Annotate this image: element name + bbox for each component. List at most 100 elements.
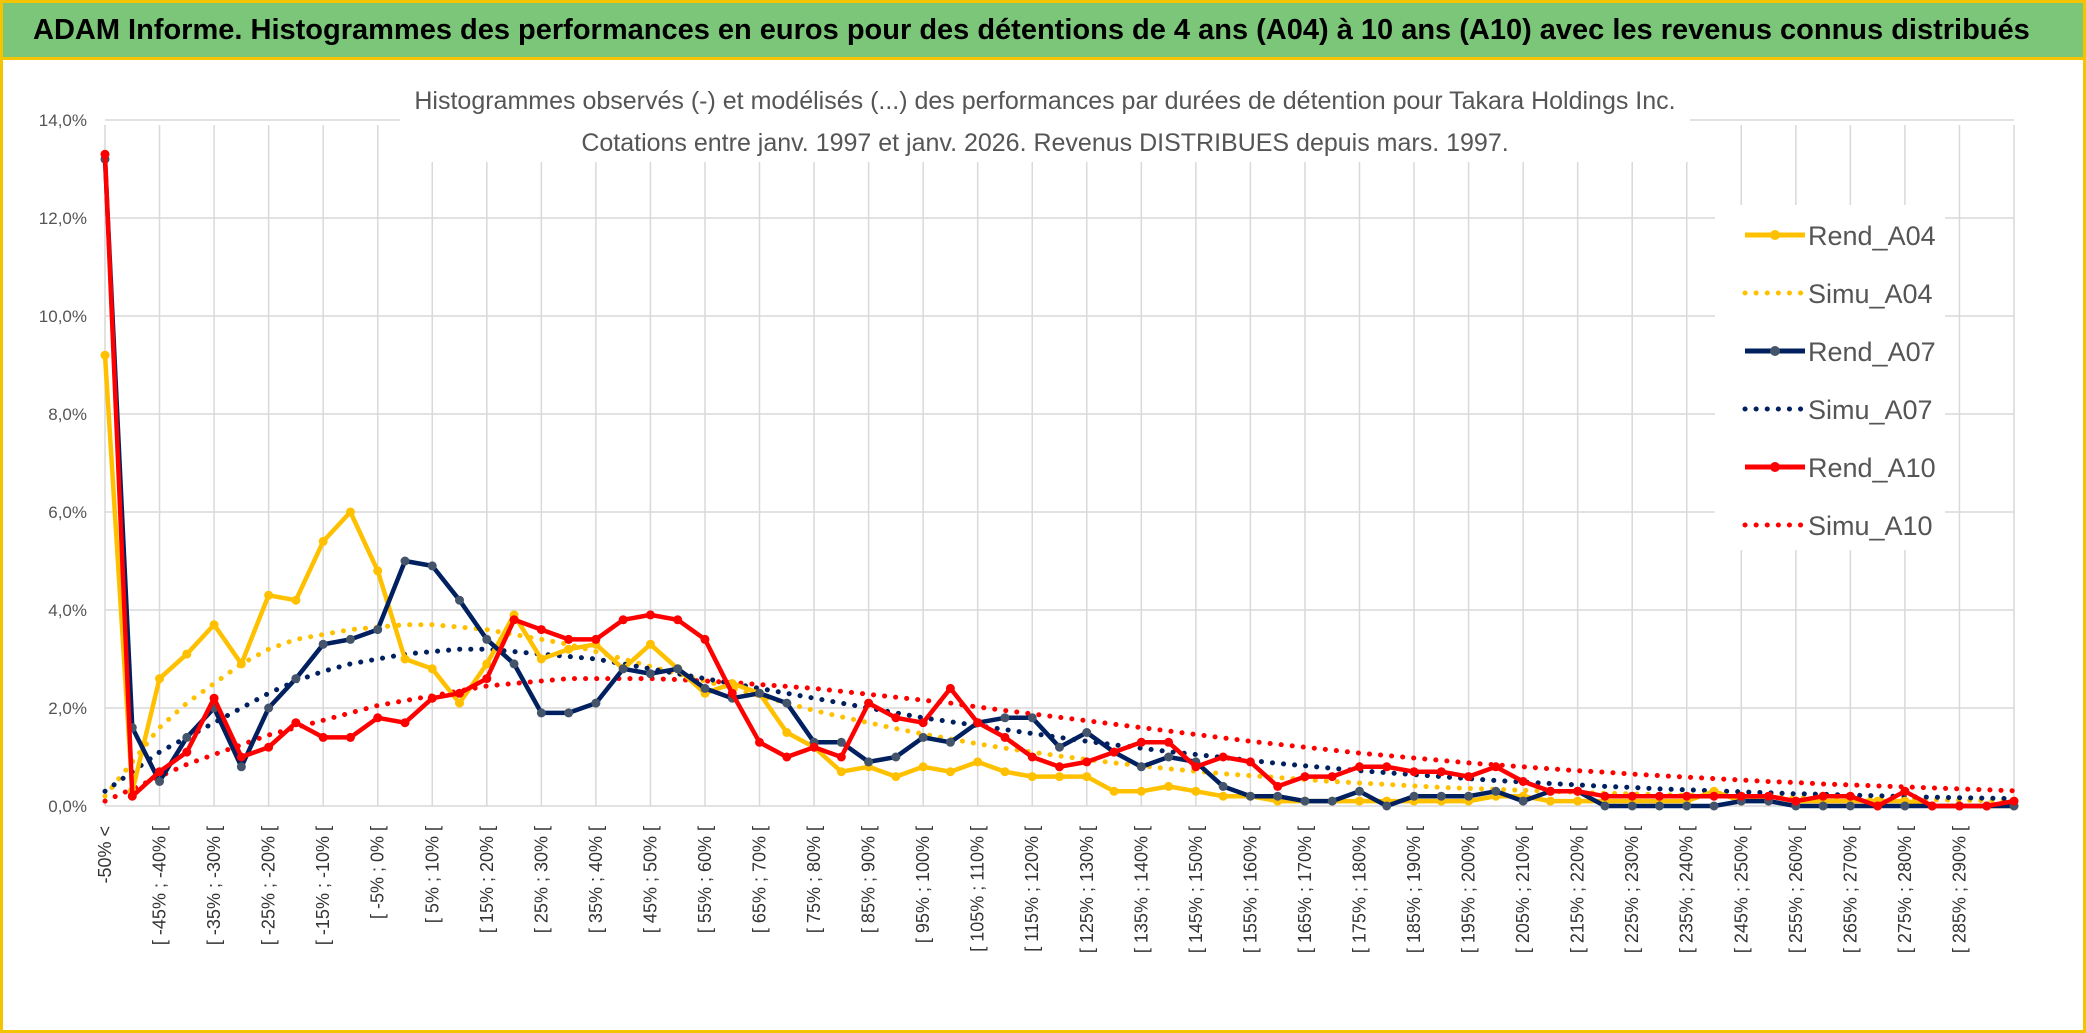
data-point-Rend_A10 xyxy=(1736,791,1746,801)
data-point-Rend_A07 xyxy=(1464,791,1474,801)
data-point-Rend_A07 xyxy=(1027,713,1037,723)
y-axis-ticks: 0,0% 2,0% 4,0% 6,0% 8,0% 10,0% 12,0% 14,0% xyxy=(39,111,87,816)
data-point-Rend_A07 xyxy=(1382,801,1392,811)
data-point-Rend_A07 xyxy=(1682,801,1692,811)
chart-legend: Rend_A04 Simu_A04 Rend_A07 Simu_A07 Rend_A10… xyxy=(1742,221,1936,541)
data-point-Rend_A07 xyxy=(1436,791,1446,801)
x-tick-label: [ 265% ; 270% [ xyxy=(1840,826,1860,953)
data-point-Rend_A04 xyxy=(264,590,274,600)
data-point-Rend_A10 xyxy=(1300,772,1310,782)
data-point-Rend_A04 xyxy=(1136,786,1146,796)
data-point-Rend_A10 xyxy=(1682,791,1692,801)
data-point-Rend_A07 xyxy=(836,737,846,747)
data-point-Rend_A10 xyxy=(836,752,846,762)
data-point-Rend_A10 xyxy=(1000,732,1010,742)
data-point-Rend_A04 xyxy=(291,595,301,605)
data-point-Rend_A04 xyxy=(182,649,192,659)
series-Simu_A10 xyxy=(102,676,2017,804)
data-point-Rend_A04 xyxy=(1055,772,1064,782)
data-point-Rend_A07 xyxy=(1273,791,1283,801)
data-point-Rend_A04 xyxy=(645,639,655,649)
data-point-Rend_A07 xyxy=(264,703,274,713)
x-tick-label: [ 205% ; 210% [ xyxy=(1513,826,1533,953)
x-tick-label: [ 135% ; 140% [ xyxy=(1131,826,1151,953)
data-point-Rend_A10 xyxy=(536,625,546,635)
data-point-Rend_A10 xyxy=(1818,791,1828,801)
data-point-Rend_A10 xyxy=(100,149,110,159)
data-point-Rend_A10 xyxy=(1382,762,1392,772)
data-point-Rend_A07 xyxy=(345,634,355,644)
data-point-Rend_A07 xyxy=(918,732,928,742)
data-point-Rend_A07 xyxy=(1300,796,1310,806)
data-point-Rend_A07 xyxy=(1627,801,1637,811)
data-point-Rend_A04 xyxy=(482,659,492,669)
legend-item-Rend_A04: Rend_A04 xyxy=(1745,221,1936,251)
data-point-Rend_A10 xyxy=(755,737,765,747)
data-point-Rend_A10 xyxy=(127,791,137,801)
data-point-Rend_A10 xyxy=(1436,767,1446,777)
data-point-Rend_A07 xyxy=(1900,801,1910,811)
x-tick-label: [ 275% ; 280% [ xyxy=(1895,826,1915,953)
data-point-Rend_A04 xyxy=(1545,796,1555,806)
x-tick-label: [ 235% ; 240% [ xyxy=(1677,826,1697,953)
data-point-Rend_A10 xyxy=(864,698,874,708)
data-point-Rend_A07 xyxy=(427,561,437,571)
data-point-Rend_A04 xyxy=(1000,767,1010,777)
data-point-Rend_A07 xyxy=(755,688,765,698)
series-line-Simu_A07 xyxy=(102,646,2017,802)
legend-label: Rend_A04 xyxy=(1808,221,1936,251)
x-tick-label: [ 65% ; 70% [ xyxy=(750,826,770,933)
data-point-Rend_A10 xyxy=(264,742,274,752)
data-point-Rend_A10 xyxy=(209,693,219,703)
chart-series xyxy=(100,149,2019,811)
data-point-Rend_A07 xyxy=(482,634,492,644)
data-point-Rend_A04 xyxy=(318,536,328,546)
legend-label: Simu_A10 xyxy=(1808,511,1933,541)
data-point-Rend_A10 xyxy=(673,615,683,625)
data-point-Rend_A10 xyxy=(1409,767,1419,777)
data-point-Rend_A10 xyxy=(945,683,955,693)
y-tick-label: 2,0% xyxy=(48,699,87,718)
data-point-Rend_A04 xyxy=(1082,772,1092,782)
data-point-Rend_A10 xyxy=(155,767,165,777)
x-tick-label: [ 195% ; 200% [ xyxy=(1459,826,1479,953)
data-point-Rend_A10 xyxy=(1136,737,1146,747)
x-axis-ticks: -50% < [ -45% ; -40% [[ -35% ; -30% [[ -2… xyxy=(95,826,1969,953)
x-tick-label: [ 105% ; 110% [ xyxy=(968,826,988,952)
y-tick-label: 12,0% xyxy=(39,209,87,228)
data-point-Rend_A07 xyxy=(1654,801,1664,811)
data-point-Rend_A07 xyxy=(945,737,955,747)
data-point-Rend_A07 xyxy=(1409,791,1419,801)
data-point-Rend_A04 xyxy=(891,772,901,782)
data-point-Rend_A10 xyxy=(1082,757,1092,767)
banner-divider xyxy=(3,57,2083,60)
data-point-Rend_A07 xyxy=(1327,796,1337,806)
data-point-Rend_A07 xyxy=(1082,728,1092,737)
data-point-Rend_A07 xyxy=(1818,801,1828,811)
data-point-Rend_A10 xyxy=(318,732,328,742)
data-point-Rend_A07 xyxy=(645,669,655,679)
data-point-Rend_A10 xyxy=(482,674,492,684)
data-point-Rend_A07 xyxy=(182,732,192,742)
series-line-Simu_A10 xyxy=(102,676,2017,804)
legend-item-Simu_A10: Simu_A10 xyxy=(1742,511,1933,541)
data-point-Rend_A10 xyxy=(1245,757,1255,767)
data-point-Rend_A10 xyxy=(618,615,628,625)
data-point-Rend_A10 xyxy=(1954,801,1964,811)
y-tick-label: 14,0% xyxy=(39,111,87,130)
y-tick-label: 10,0% xyxy=(39,307,87,326)
data-point-Rend_A07 xyxy=(1491,786,1501,796)
y-tick-label: 6,0% xyxy=(48,503,87,522)
x-tick-label: [ 245% ; 250% [ xyxy=(1731,826,1751,953)
x-tick-label: [ -45% ; -40% [ xyxy=(150,826,170,945)
data-point-Rend_A04 xyxy=(1164,781,1174,791)
legend-marker xyxy=(1770,462,1780,472)
x-tick-label: [ 85% ; 90% [ xyxy=(859,826,879,933)
data-point-Rend_A10 xyxy=(1900,786,1910,796)
data-point-Rend_A04 xyxy=(1191,786,1201,796)
data-point-Rend_A04 xyxy=(155,674,165,684)
report-banner-title: ADAM Informe. Histogrammes des performan… xyxy=(3,3,2083,57)
data-point-Rend_A04 xyxy=(1573,796,1583,806)
x-tick-label: [ 125% ; 130% [ xyxy=(1077,826,1097,953)
